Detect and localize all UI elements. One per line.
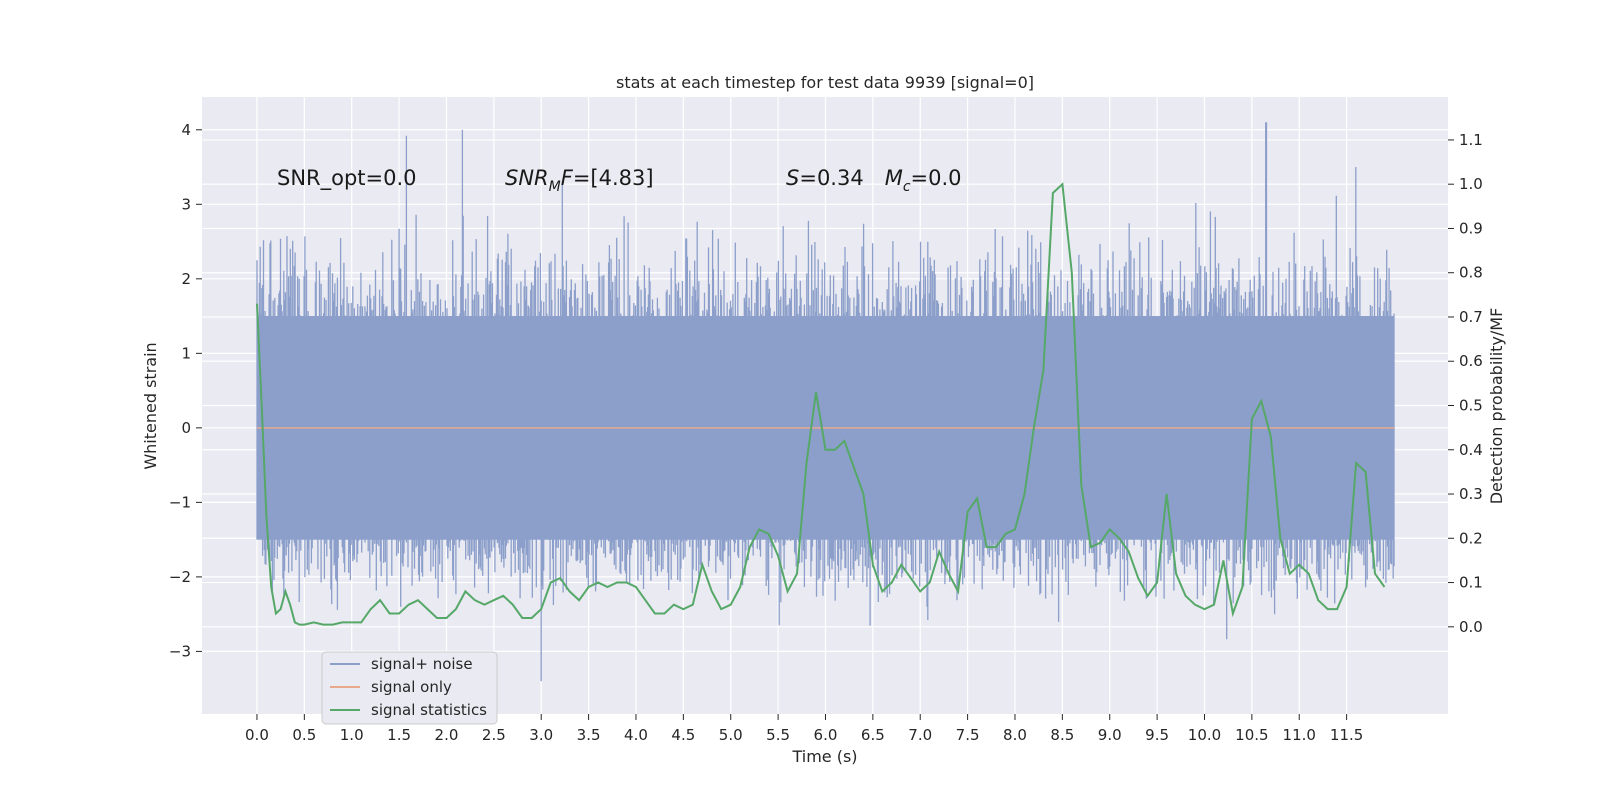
x-tick-label: 5.0 <box>719 726 743 744</box>
y-tick-label: −2 <box>169 568 191 586</box>
y-tick-label: 0 <box>181 419 191 437</box>
mc-sub: c <box>903 179 911 195</box>
x-tick-label: 1.0 <box>340 726 364 744</box>
y-tick-label: −3 <box>169 642 191 660</box>
legend-box <box>321 651 498 725</box>
signal-statistics-line <box>256 182 1386 626</box>
s-symbol: S <box>786 166 799 190</box>
x-tick-label: 3.0 <box>529 726 553 744</box>
annotation-s-mc-text: S=0.34 Mc=0.0 <box>786 166 962 195</box>
mc-symbol: M <box>885 166 903 190</box>
x-axis-label: Time (s) <box>791 747 857 766</box>
annotation-snr-mf-text: SNRMF=[4.83] <box>505 166 654 195</box>
x-tick-label: 0.5 <box>292 726 316 744</box>
y-right-tick-label: 0.8 <box>1459 264 1483 282</box>
y-right-tick-label: 0.9 <box>1459 219 1483 237</box>
y-right-tick-label: 0.7 <box>1459 308 1483 326</box>
x-tick-label: 7.5 <box>956 726 980 744</box>
y-tick-label: 4 <box>181 121 191 139</box>
legend-label-signal: signal only <box>371 678 452 696</box>
y-axis-right-ticks: 0.0 0.1 0.2 0.3 0.4 0.5 0.6 0.7 0.8 0.9 1.0 1.1 <box>1448 131 1483 636</box>
annotation-snr-opt: SNR_opt=0.0 <box>277 166 417 191</box>
snr-mf-base: SNR <box>505 166 549 190</box>
mc-value: =0.0 <box>911 166 962 190</box>
x-tick-label: 3.5 <box>577 726 601 744</box>
y-tick-label: 3 <box>181 195 191 213</box>
x-tick-label: 0.0 <box>245 726 269 744</box>
y-right-tick-label: 0.3 <box>1459 485 1483 503</box>
y-right-tick-label: 0.6 <box>1459 352 1483 370</box>
annotation-s-mc: S=0.34 Mc=0.0 <box>786 166 962 195</box>
signal-statistics-series <box>256 182 1386 626</box>
x-tick-label: 4.5 <box>671 726 695 744</box>
x-tick-label: 11.0 <box>1283 726 1316 744</box>
y-right-tick-label: 0.1 <box>1459 574 1483 592</box>
x-tick-label: 9.0 <box>1098 726 1122 744</box>
legend: signal+ noise signal only signal statist… <box>321 651 498 725</box>
y-right-tick-label: 1.1 <box>1459 131 1483 149</box>
y-axis-label: Whitened strain <box>141 342 160 469</box>
y-right-tick-label: 0.5 <box>1459 397 1483 415</box>
x-tick-label: 10.0 <box>1188 726 1221 744</box>
x-tick-label: 2.5 <box>482 726 506 744</box>
x-tick-label: 4.0 <box>624 726 648 744</box>
x-tick-label: 2.0 <box>435 726 459 744</box>
x-tick-label: 10.5 <box>1235 726 1268 744</box>
x-tick-label: 1.5 <box>387 726 411 744</box>
x-tick-label: 7.0 <box>908 726 932 744</box>
y-axis-ticks: 4 3 2 1 0 −1 −2 −3 <box>169 121 202 660</box>
x-axis-ticks: 0.0 0.5 1.0 1.5 2.0 2.5 3.0 3.5 4.0 4.5 5.0 5.5 6.0 6… <box>245 714 1363 744</box>
x-tick-label: 9.5 <box>1145 726 1169 744</box>
snr-mf-f: F <box>561 166 574 190</box>
legend-label-noise: signal+ noise <box>371 655 473 673</box>
s-value: =0.34 <box>799 166 884 190</box>
x-tick-label: 5.5 <box>766 726 790 744</box>
chart-title: stats at each timestep for test data 993… <box>616 73 1034 92</box>
y-tick-label: 1 <box>181 344 191 362</box>
x-tick-label: 6.0 <box>814 726 838 744</box>
y-axis-right-label: Detection probability/MF <box>1487 308 1506 505</box>
x-tick-label: 8.5 <box>1050 726 1074 744</box>
annotation-snr-mf: SNRMF=[4.83] <box>505 166 654 195</box>
y-tick-label: −1 <box>169 493 191 511</box>
y-right-tick-label: 0.2 <box>1459 529 1483 547</box>
snr-mf-value: =[4.83] <box>573 166 654 190</box>
y-right-tick-label: 0.0 <box>1459 618 1483 636</box>
x-tick-label: 8.0 <box>1003 726 1027 744</box>
y-tick-label: 2 <box>181 270 191 288</box>
snr-mf-sub: M <box>549 179 561 195</box>
y-right-tick-label: 0.4 <box>1459 441 1483 459</box>
legend-label-statistics: signal statistics <box>371 701 487 719</box>
x-tick-label: 11.5 <box>1330 726 1363 744</box>
y-right-tick-label: 1.0 <box>1459 175 1483 193</box>
x-tick-label: 6.5 <box>861 726 885 744</box>
